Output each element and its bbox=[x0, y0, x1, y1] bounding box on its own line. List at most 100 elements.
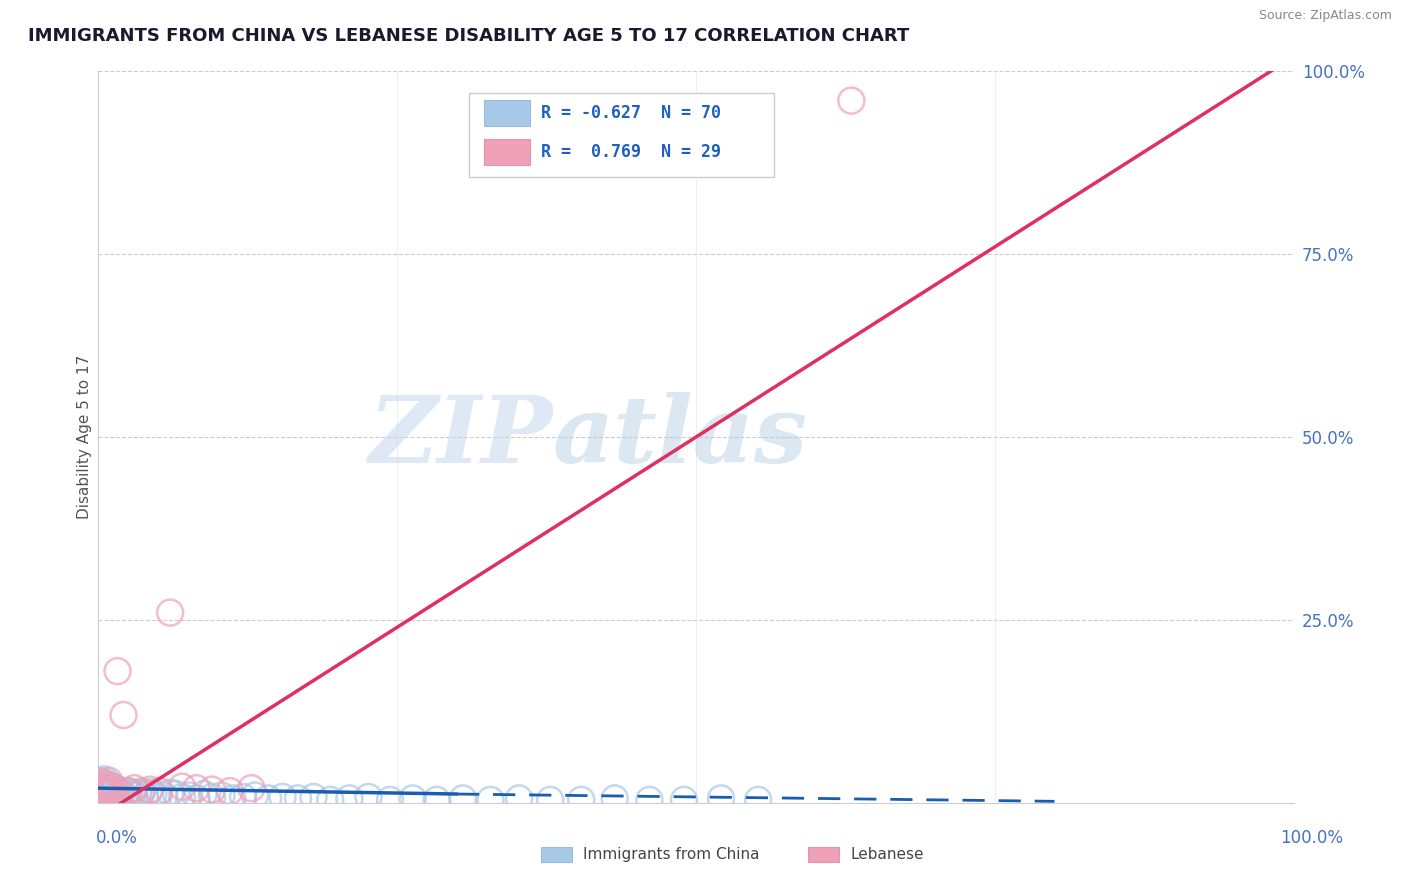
Text: Immigrants from China: Immigrants from China bbox=[583, 847, 761, 862]
Point bbox=[221, 791, 243, 805]
Point bbox=[142, 787, 165, 801]
Point bbox=[96, 777, 118, 791]
Point bbox=[841, 94, 863, 108]
Point bbox=[97, 781, 120, 796]
Point bbox=[426, 793, 449, 807]
Point bbox=[139, 782, 162, 797]
Point bbox=[103, 784, 125, 798]
Point bbox=[165, 787, 187, 801]
Point bbox=[108, 784, 131, 798]
Point bbox=[105, 786, 128, 800]
Point bbox=[159, 606, 181, 620]
Point bbox=[97, 784, 120, 798]
Point bbox=[107, 787, 129, 801]
Point bbox=[538, 793, 561, 807]
Point bbox=[508, 791, 530, 805]
Text: Lebanese: Lebanese bbox=[851, 847, 924, 862]
Point bbox=[100, 782, 122, 797]
Point bbox=[89, 782, 111, 797]
Point bbox=[148, 789, 170, 804]
Text: atlas: atlas bbox=[553, 392, 808, 482]
Point bbox=[124, 781, 146, 796]
Point bbox=[201, 789, 224, 804]
Point bbox=[357, 789, 380, 804]
Point bbox=[153, 789, 176, 803]
Point bbox=[179, 789, 201, 803]
Point bbox=[134, 789, 156, 803]
Point bbox=[98, 778, 122, 792]
Point bbox=[115, 784, 138, 798]
Point bbox=[124, 789, 146, 803]
Point bbox=[186, 781, 208, 796]
Point bbox=[98, 784, 121, 798]
Point bbox=[91, 775, 114, 789]
Text: 0.0%: 0.0% bbox=[96, 829, 138, 847]
Point bbox=[96, 787, 118, 801]
Point bbox=[138, 786, 160, 800]
Point bbox=[107, 664, 129, 678]
Text: IMMIGRANTS FROM CHINA VS LEBANESE DISABILITY AGE 5 TO 17 CORRELATION CHART: IMMIGRANTS FROM CHINA VS LEBANESE DISABI… bbox=[28, 27, 910, 45]
Point bbox=[114, 789, 136, 803]
Point bbox=[219, 784, 242, 798]
Point bbox=[131, 784, 153, 798]
Point bbox=[100, 780, 122, 794]
Point bbox=[479, 793, 502, 807]
Point bbox=[131, 786, 153, 800]
Point bbox=[339, 791, 361, 805]
Point bbox=[93, 785, 115, 799]
Point bbox=[108, 786, 131, 800]
Point bbox=[89, 780, 111, 794]
Text: R =  0.769  N = 29: R = 0.769 N = 29 bbox=[541, 143, 721, 161]
Point bbox=[94, 789, 117, 803]
Point bbox=[193, 787, 215, 801]
Point bbox=[569, 793, 592, 807]
Point bbox=[186, 791, 208, 805]
Point bbox=[287, 791, 309, 805]
Point bbox=[98, 773, 121, 788]
Point bbox=[91, 786, 114, 800]
Point bbox=[91, 781, 114, 796]
Point bbox=[378, 793, 401, 807]
Text: R = -0.627  N = 70: R = -0.627 N = 70 bbox=[541, 104, 721, 122]
Point bbox=[104, 781, 127, 796]
Point bbox=[243, 789, 266, 803]
Point bbox=[93, 772, 115, 787]
Point bbox=[101, 784, 124, 798]
Point bbox=[98, 782, 122, 797]
Point bbox=[90, 782, 112, 797]
Point bbox=[117, 784, 139, 798]
Point bbox=[747, 793, 769, 807]
Point bbox=[172, 780, 194, 794]
Point bbox=[402, 791, 425, 805]
Bar bbox=[485, 100, 530, 127]
Point bbox=[97, 786, 120, 800]
Point bbox=[112, 708, 135, 723]
Point bbox=[121, 786, 143, 800]
Point bbox=[319, 793, 342, 807]
Point bbox=[159, 786, 181, 800]
Point bbox=[302, 789, 325, 804]
Point bbox=[94, 778, 117, 792]
Point bbox=[98, 787, 122, 801]
Point bbox=[451, 791, 474, 805]
Point bbox=[638, 793, 661, 807]
Point bbox=[90, 780, 112, 794]
Point bbox=[91, 775, 114, 789]
Point bbox=[271, 789, 294, 804]
Text: Source: ZipAtlas.com: Source: ZipAtlas.com bbox=[1258, 9, 1392, 22]
FancyBboxPatch shape bbox=[470, 94, 773, 178]
Point bbox=[96, 782, 118, 797]
Point bbox=[201, 782, 224, 797]
Point bbox=[710, 791, 733, 805]
Point bbox=[603, 791, 626, 805]
Point bbox=[172, 789, 194, 804]
Point bbox=[240, 781, 263, 796]
Point bbox=[127, 787, 149, 801]
Point bbox=[91, 787, 114, 801]
Point bbox=[257, 791, 280, 805]
Point bbox=[91, 784, 114, 798]
Point bbox=[94, 780, 117, 794]
Point bbox=[104, 781, 127, 796]
Point bbox=[91, 778, 114, 792]
Point bbox=[107, 782, 129, 797]
